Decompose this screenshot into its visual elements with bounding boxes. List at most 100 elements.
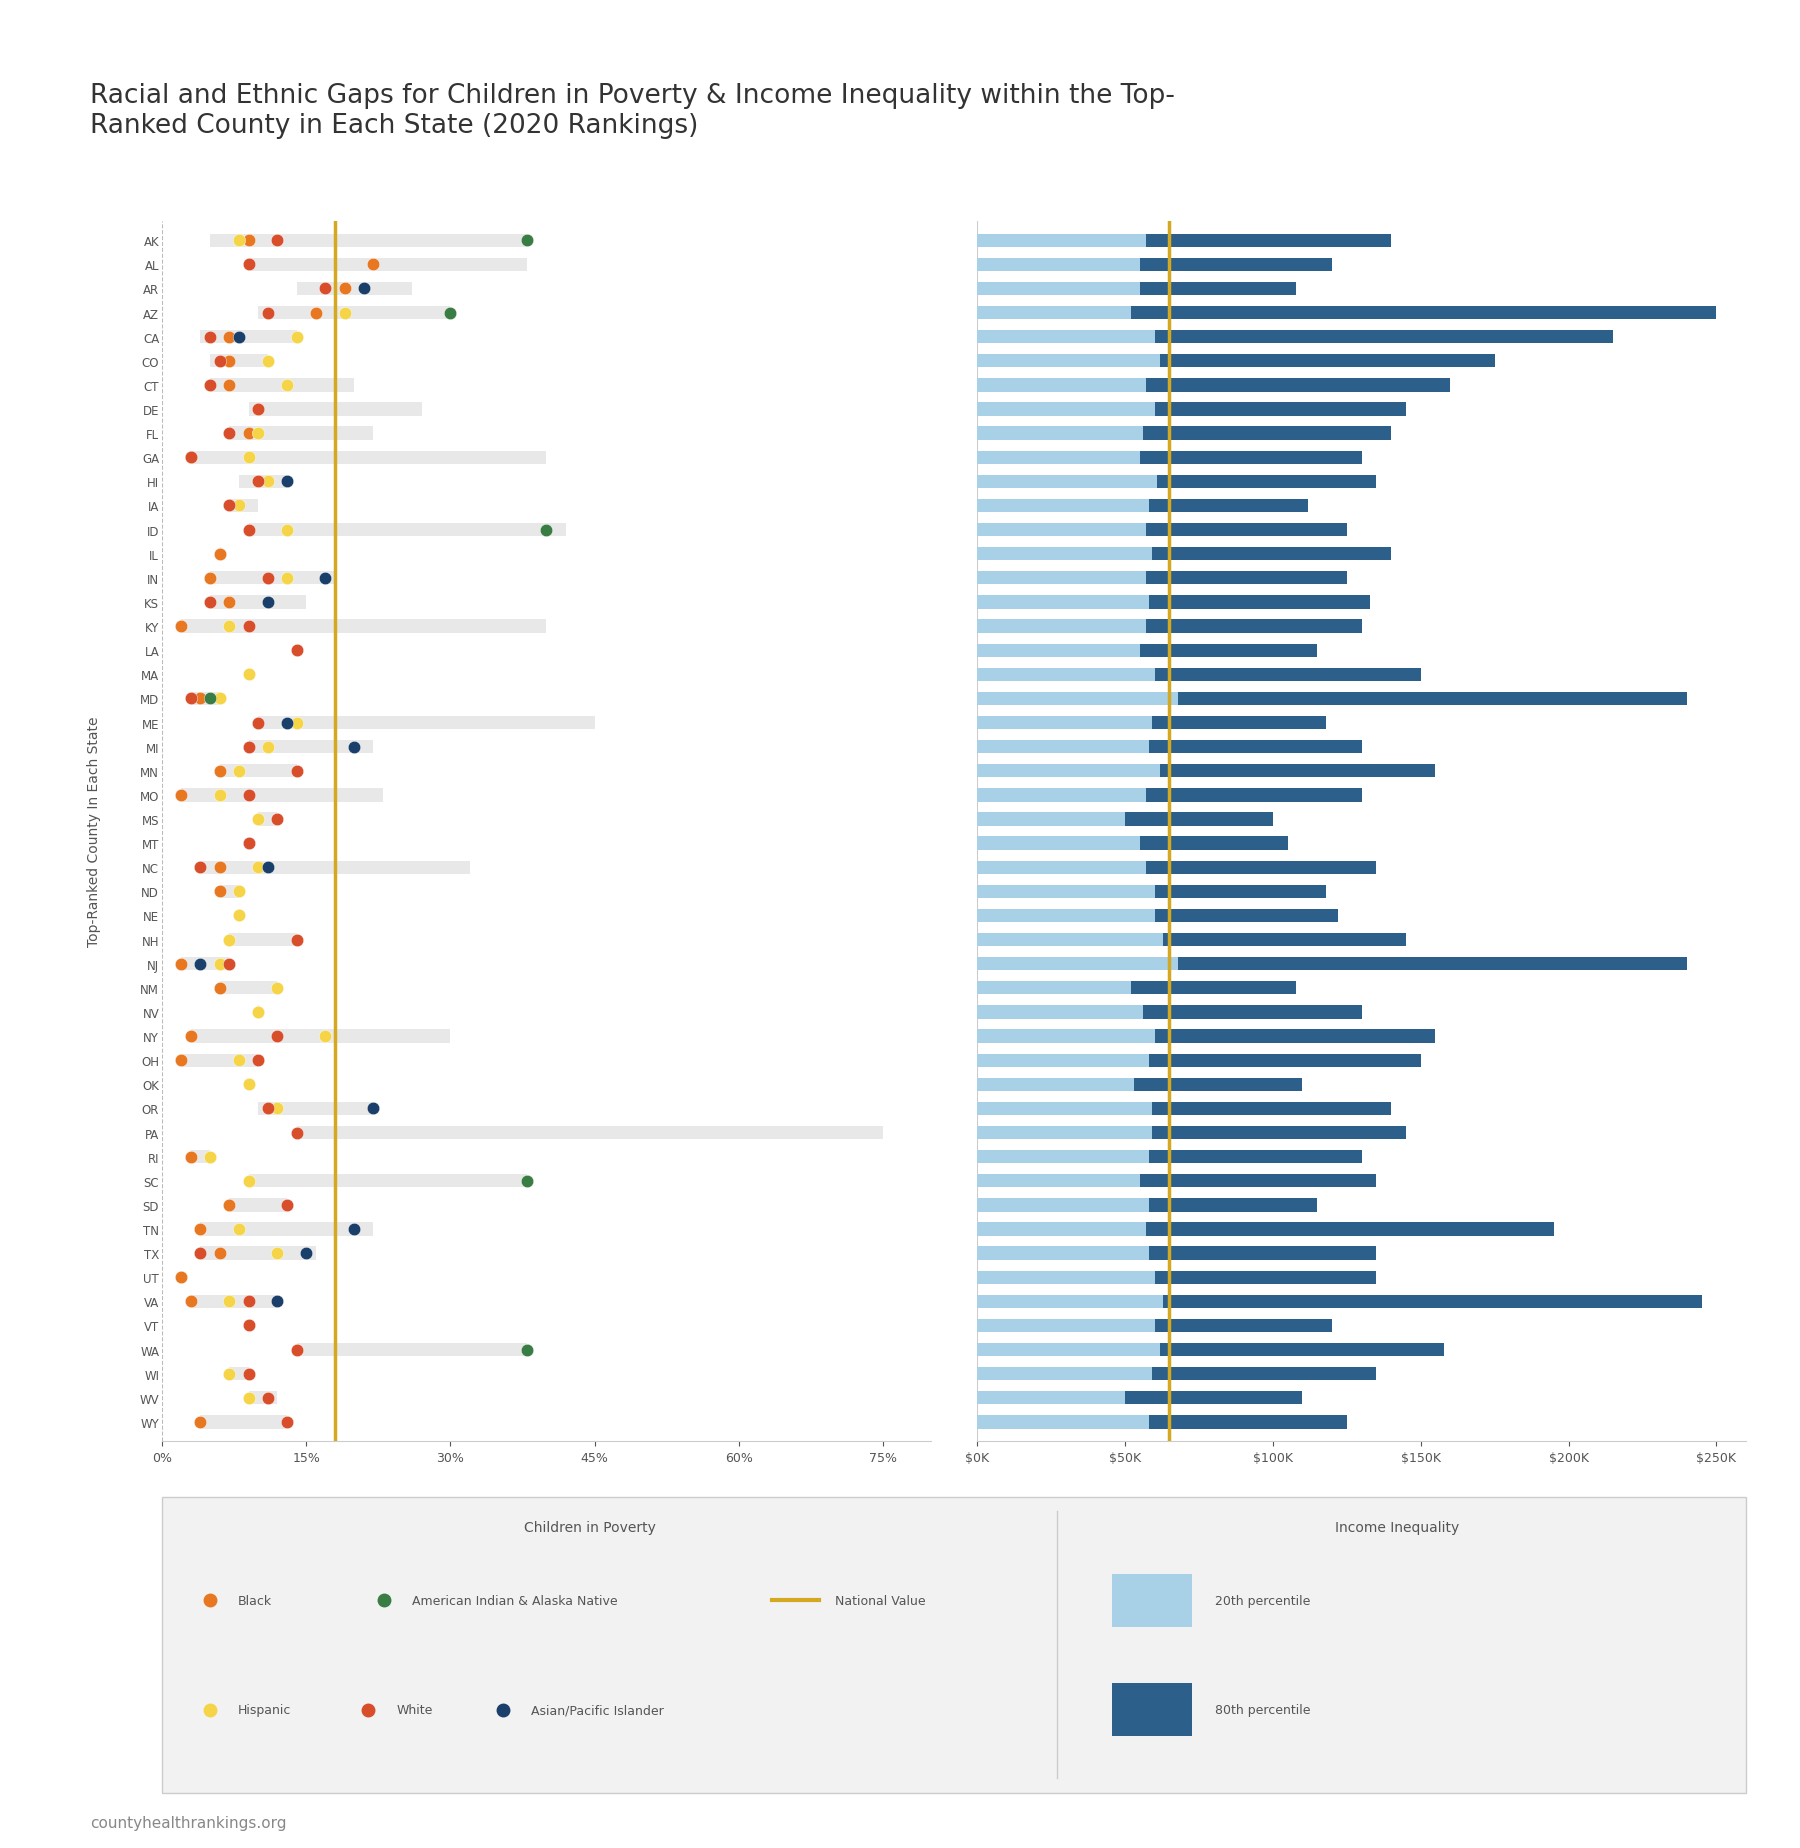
- Bar: [1145, 621, 1361, 634]
- Point: [283, 1334, 311, 1364]
- Bar: [257, 717, 594, 730]
- Bar: [1148, 595, 1370, 610]
- Point: [196, 371, 225, 401]
- Point: [225, 756, 254, 785]
- Bar: [200, 331, 297, 344]
- Bar: [1179, 957, 1687, 970]
- Bar: [1112, 1684, 1192, 1737]
- Point: [214, 588, 243, 617]
- Point: [311, 275, 340, 305]
- Bar: [977, 1368, 1152, 1380]
- Point: [243, 468, 272, 497]
- FancyBboxPatch shape: [162, 1497, 1746, 1793]
- Bar: [297, 1125, 882, 1140]
- Point: [234, 1310, 263, 1340]
- Bar: [1152, 717, 1327, 730]
- Point: [254, 588, 283, 617]
- Point: [214, 926, 243, 955]
- Point: [254, 564, 283, 593]
- Bar: [1154, 403, 1406, 416]
- Bar: [977, 1029, 1154, 1042]
- Bar: [191, 451, 547, 464]
- Point: [513, 1334, 542, 1364]
- Point: [167, 1262, 196, 1292]
- Bar: [977, 451, 1139, 464]
- Bar: [977, 1223, 1145, 1236]
- Bar: [1139, 259, 1332, 272]
- Point: [254, 1384, 283, 1414]
- Bar: [1154, 1319, 1332, 1332]
- Point: [234, 1384, 263, 1414]
- Point: [263, 1286, 292, 1316]
- Point: [436, 299, 464, 329]
- Point: [185, 1214, 214, 1244]
- Point: [254, 299, 283, 329]
- Point: [185, 1408, 214, 1438]
- Point: [167, 1046, 196, 1076]
- Point: [254, 1094, 283, 1124]
- Bar: [297, 1343, 527, 1356]
- Bar: [977, 909, 1154, 922]
- Point: [214, 492, 243, 521]
- Bar: [1145, 379, 1451, 392]
- Bar: [1143, 1005, 1361, 1018]
- Bar: [1139, 1175, 1377, 1188]
- Bar: [200, 1223, 373, 1236]
- Point: [283, 323, 311, 353]
- Point: [176, 444, 205, 473]
- Bar: [257, 307, 450, 320]
- Point: [263, 1094, 292, 1124]
- Bar: [248, 1175, 527, 1188]
- Point: [214, 347, 243, 377]
- Bar: [1145, 571, 1346, 586]
- Bar: [1154, 331, 1613, 344]
- Bar: [220, 885, 239, 898]
- Bar: [211, 571, 335, 586]
- Bar: [191, 1149, 211, 1164]
- Point: [263, 225, 292, 255]
- Text: Income Inequality: Income Inequality: [1336, 1521, 1460, 1534]
- Bar: [977, 475, 1157, 488]
- Bar: [977, 1125, 1152, 1140]
- Point: [185, 1238, 214, 1268]
- Text: Asian/Pacific Islander: Asian/Pacific Islander: [531, 1704, 664, 1717]
- Bar: [977, 981, 1130, 994]
- Bar: [977, 861, 1145, 874]
- Text: National Value: National Value: [835, 1593, 925, 1608]
- Text: Household Income: Household Income: [1298, 1508, 1426, 1523]
- Point: [185, 684, 214, 713]
- Bar: [977, 331, 1154, 344]
- Bar: [977, 571, 1145, 586]
- Bar: [977, 235, 1145, 248]
- Point: [176, 1142, 205, 1172]
- Point: [185, 854, 214, 883]
- Bar: [977, 693, 1179, 706]
- Bar: [1148, 1247, 1377, 1260]
- Bar: [1154, 885, 1327, 898]
- Point: [225, 902, 254, 931]
- Text: Hispanic: Hispanic: [238, 1704, 292, 1717]
- Bar: [1139, 451, 1361, 464]
- Point: [214, 1190, 243, 1220]
- Bar: [229, 499, 257, 512]
- Point: [234, 780, 263, 809]
- Bar: [1163, 933, 1406, 946]
- Point: [205, 878, 234, 907]
- Bar: [1145, 789, 1361, 802]
- Point: [196, 323, 225, 353]
- Bar: [1152, 1101, 1391, 1116]
- Point: [225, 323, 254, 353]
- Bar: [977, 669, 1154, 682]
- Bar: [1152, 1125, 1406, 1140]
- Bar: [977, 1101, 1152, 1116]
- Bar: [182, 1053, 257, 1066]
- Point: [234, 225, 263, 255]
- Bar: [229, 1368, 248, 1380]
- Point: [329, 275, 358, 305]
- Point: [272, 371, 301, 401]
- Bar: [977, 499, 1148, 512]
- Bar: [977, 1053, 1148, 1066]
- Point: [301, 299, 329, 329]
- Bar: [977, 523, 1145, 538]
- Bar: [977, 1392, 1125, 1404]
